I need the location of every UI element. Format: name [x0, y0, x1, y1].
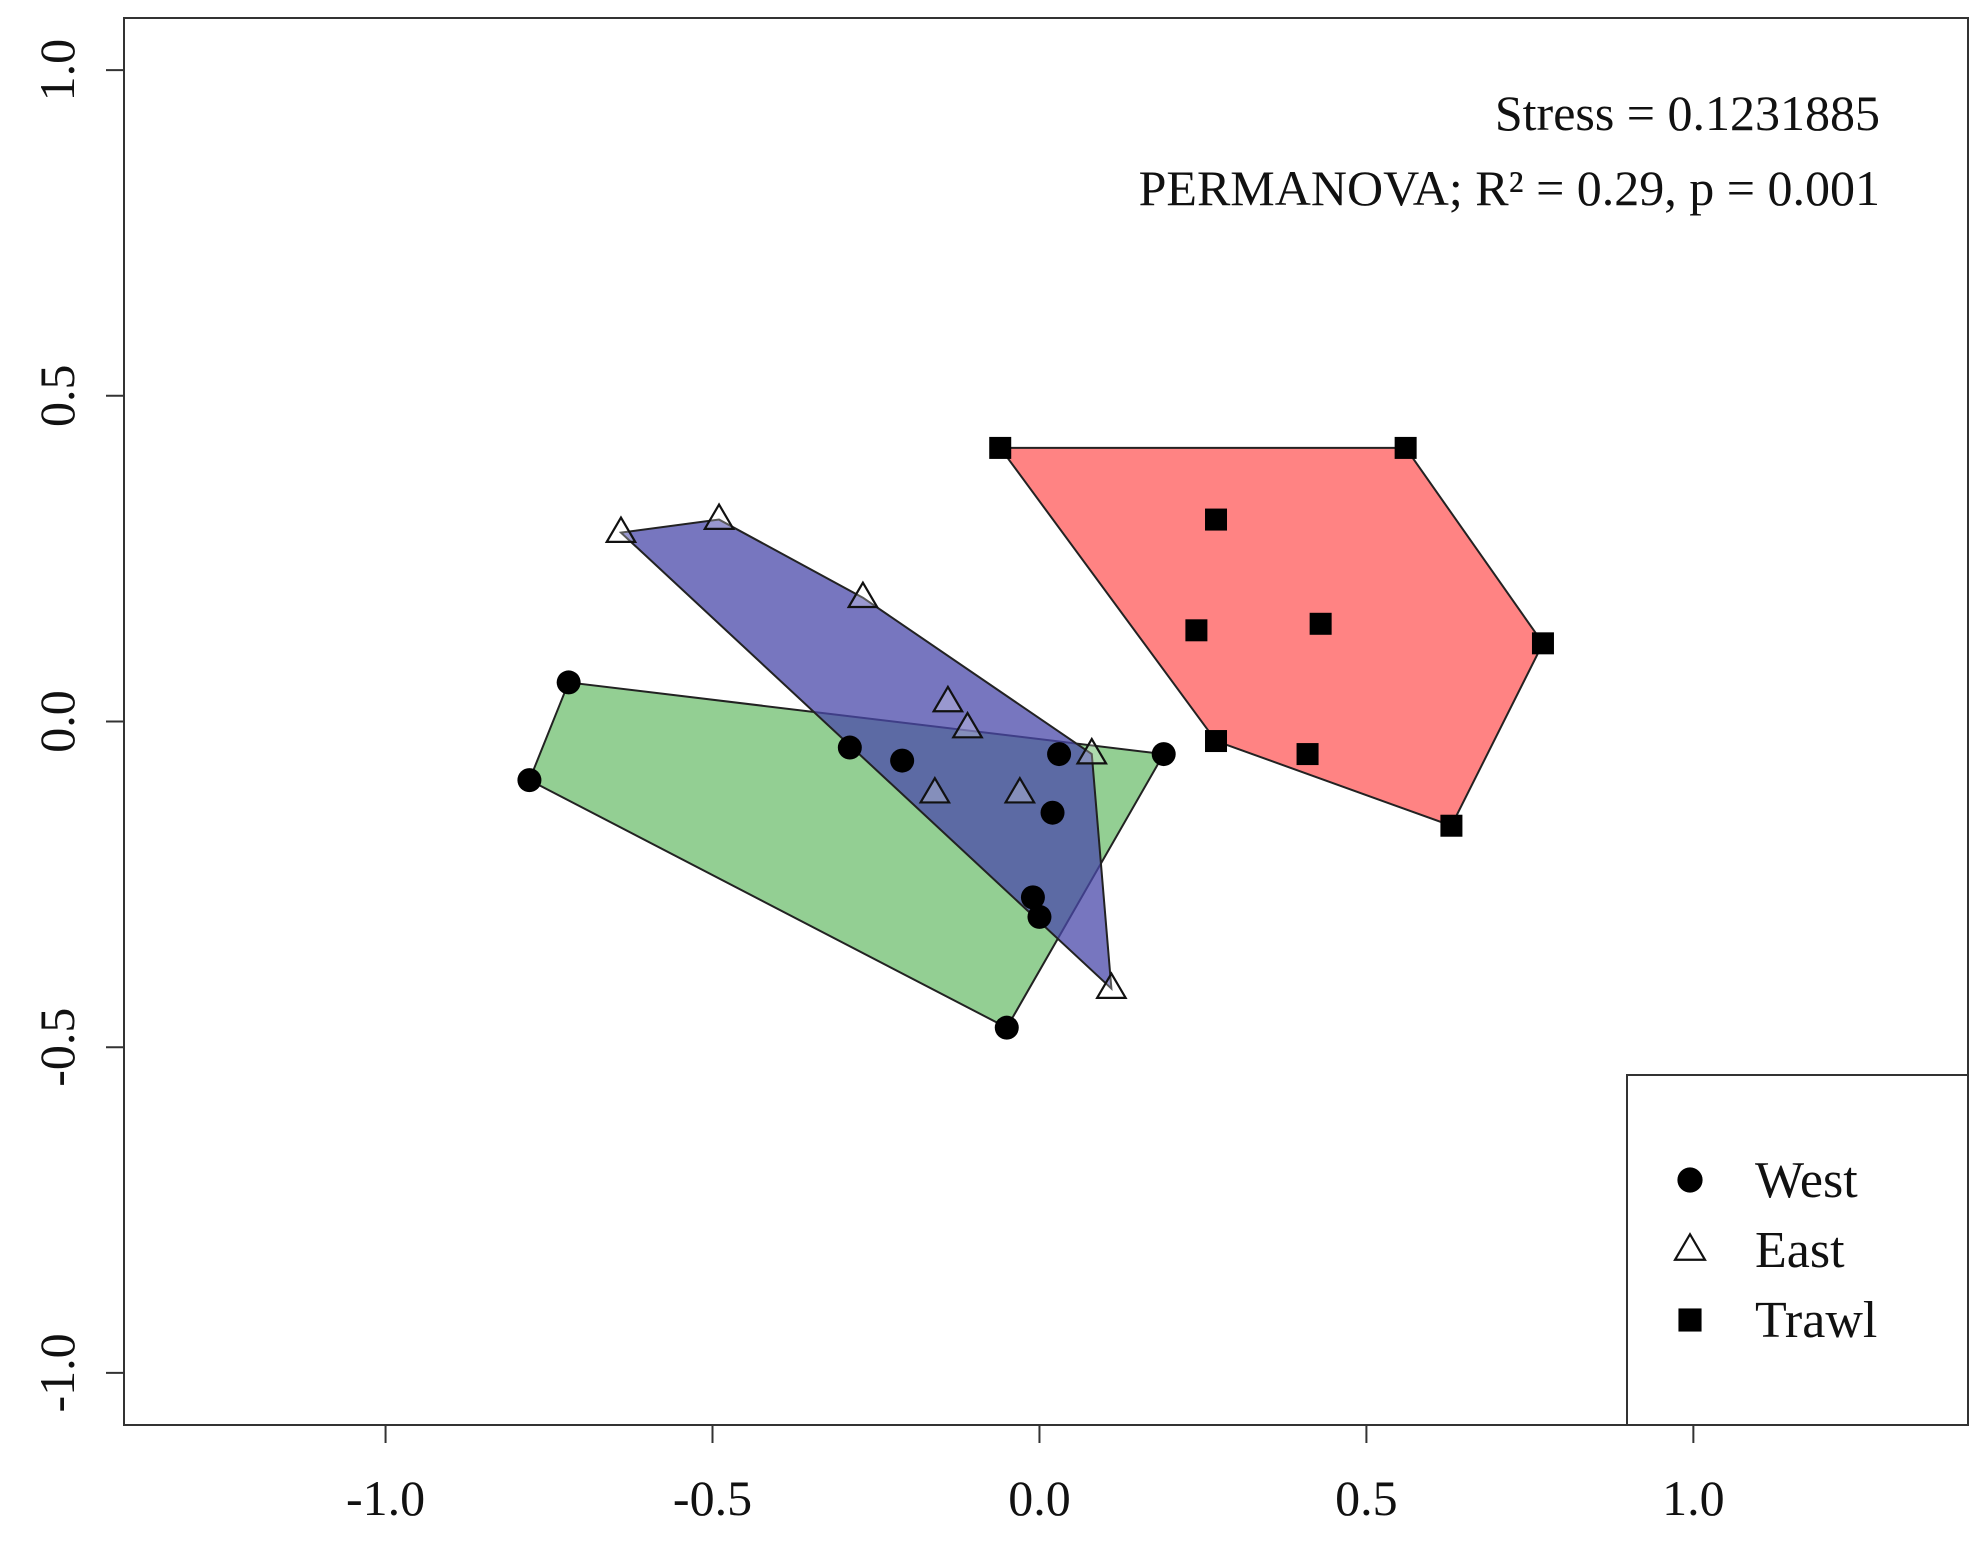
legend-label-trawl: Trawl — [1755, 1292, 1877, 1349]
y-tick-label: -0.5 — [29, 1008, 85, 1087]
y-tick-label: -1.0 — [29, 1333, 85, 1412]
legend-marker-east — [1673, 1232, 1707, 1261]
point-west — [1047, 742, 1072, 767]
point-west — [1040, 800, 1065, 825]
permanova-annotation: PERMANOVA; R² = 0.29, p = 0.001 — [1139, 160, 1880, 216]
point-trawl — [1205, 730, 1228, 753]
point-trawl — [1309, 612, 1332, 635]
point-trawl — [1531, 632, 1554, 655]
point-west — [517, 768, 542, 793]
y-tick-label: 1.0 — [29, 39, 85, 102]
data-points — [517, 436, 1554, 1040]
point-west — [1151, 742, 1176, 767]
point-east — [604, 515, 638, 543]
point-trawl — [1185, 619, 1208, 642]
point-trawl — [1205, 508, 1228, 531]
x-tick-label: 1.0 — [1662, 1470, 1725, 1526]
y-tick-label: 0.0 — [29, 690, 85, 753]
point-east — [1095, 971, 1128, 999]
group-hulls — [528, 446, 1545, 1029]
point-east — [918, 775, 952, 804]
x-tick-label: -0.5 — [673, 1470, 752, 1526]
point-east — [931, 684, 965, 713]
legend-label-east: East — [1755, 1222, 1845, 1279]
x-tick-label: 0.5 — [1335, 1470, 1398, 1526]
point-west — [890, 748, 915, 773]
point-west — [1020, 885, 1045, 910]
legend-box — [1626, 1074, 1969, 1426]
legend-label-west: West — [1755, 1152, 1858, 1209]
point-east — [951, 710, 984, 739]
y-axis: -1.0 -0.5 0.0 0.5 1.0 — [29, 39, 124, 1412]
point-trawl — [1296, 743, 1319, 766]
legend-marker-trawl — [1678, 1308, 1702, 1332]
point-east — [846, 580, 880, 609]
hull-trawl — [998, 446, 1545, 827]
point-west — [1027, 904, 1052, 929]
point-trawl — [1440, 814, 1463, 837]
point-west — [994, 1015, 1019, 1040]
x-axis: -1.0 -0.5 0.0 0.5 1.0 — [346, 1425, 1725, 1526]
point-trawl — [1394, 436, 1417, 459]
point-east — [702, 502, 736, 530]
point-east — [1075, 736, 1108, 765]
x-tick-label: -1.0 — [346, 1470, 425, 1526]
point-east — [1003, 775, 1037, 804]
x-tick-label: 0.0 — [1008, 1470, 1071, 1526]
point-west — [556, 670, 581, 695]
point-trawl — [989, 436, 1012, 459]
legend: West East Trawl — [1626, 1074, 1969, 1426]
legend-marker-west — [1677, 1167, 1703, 1193]
point-west — [837, 735, 862, 760]
stress-annotation: Stress = 0.1231885 — [1495, 85, 1880, 141]
y-tick-label: 0.5 — [29, 365, 85, 428]
